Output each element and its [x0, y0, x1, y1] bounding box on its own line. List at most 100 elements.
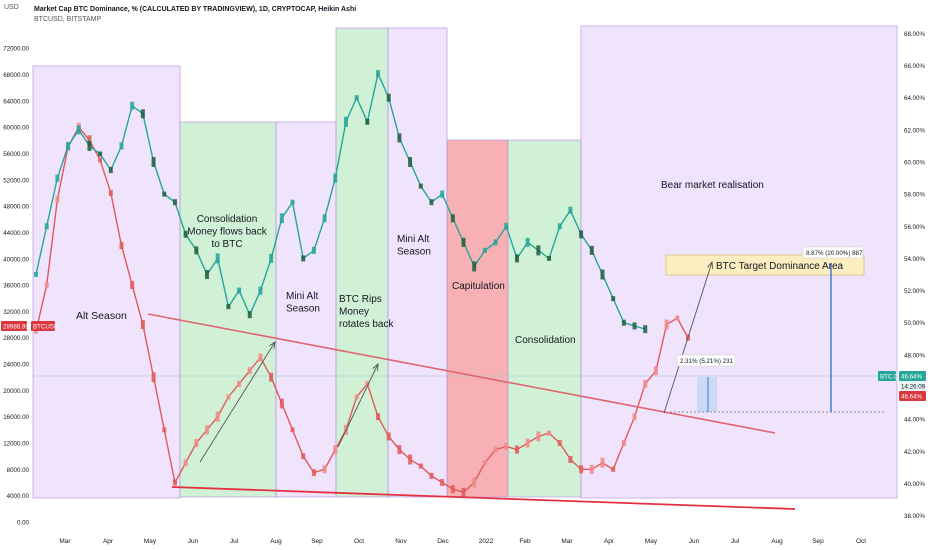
candle	[215, 411, 220, 422]
left-tick-label: 4000.00	[7, 493, 30, 500]
candle	[440, 190, 445, 198]
candle	[376, 70, 381, 78]
candle	[418, 463, 423, 469]
zone-2	[275, 121, 337, 498]
candle	[397, 445, 402, 455]
candle	[461, 487, 466, 497]
left-tick-label: 44000.00	[3, 230, 29, 237]
candle	[589, 245, 594, 255]
candle	[482, 247, 487, 253]
candle	[322, 214, 327, 223]
candle	[322, 465, 327, 474]
candle	[376, 413, 381, 421]
candle	[482, 460, 487, 466]
btcusd-series	[34, 122, 690, 497]
right-tick-label: 58.00%	[904, 192, 925, 199]
arrow-0	[199, 341, 276, 463]
tv-logo	[3, 536, 13, 546]
candle	[579, 465, 584, 474]
candle	[151, 372, 156, 383]
candle	[183, 459, 188, 467]
x-tick-label: 2022	[479, 538, 494, 545]
candle	[130, 281, 135, 290]
currency-label: USD	[4, 4, 19, 11]
candle	[269, 372, 274, 382]
candle	[140, 320, 145, 330]
arrow-head-1	[372, 362, 379, 372]
x-tick-label: Sep	[311, 538, 323, 545]
candle	[172, 479, 177, 486]
series-line-1	[35, 71, 646, 330]
right-tick-label: 50.00%	[904, 320, 925, 327]
candle	[237, 287, 242, 294]
zone-4	[387, 27, 448, 498]
candle	[55, 196, 60, 204]
candle	[279, 398, 284, 409]
candle	[557, 440, 562, 447]
label-consolidation-1: to BTC	[211, 239, 242, 250]
candle	[172, 199, 177, 206]
candle	[600, 457, 605, 468]
candle	[461, 237, 466, 247]
left-tick-label: 8000.00	[7, 467, 30, 474]
candle	[600, 269, 605, 280]
label-mini-alt-2: Season	[397, 247, 431, 258]
zone-0	[32, 65, 181, 499]
candle	[525, 438, 530, 448]
candle	[450, 485, 455, 494]
label-mini-alt-1: Mini Alt	[286, 291, 318, 302]
candle	[514, 254, 519, 263]
candle	[87, 135, 92, 146]
label-measure-small: 2.31% (5.21%) 231	[680, 358, 734, 365]
btcd-dup-value-bg	[899, 391, 926, 401]
label-bear-market: Bear market realisation	[661, 180, 764, 191]
candle	[547, 255, 552, 261]
btcd-last-value: 46.64%	[901, 374, 922, 381]
right-tick-label: 54.00%	[904, 256, 925, 263]
candle	[162, 191, 167, 197]
candle	[98, 151, 103, 157]
candle	[194, 439, 199, 448]
candle	[504, 442, 509, 450]
left-tick-label: 0.00	[17, 520, 30, 527]
x-tick-label: Feb	[519, 538, 531, 545]
x-tick-label: Jun	[188, 538, 199, 545]
candle	[162, 427, 167, 433]
x-tick-label: Aug	[270, 538, 282, 545]
candle	[675, 315, 680, 321]
candle	[119, 242, 124, 250]
candle	[183, 230, 188, 238]
left-tick-label: 48000.00	[3, 204, 29, 211]
left-tick-label: 16000.00	[3, 414, 29, 421]
candle	[397, 133, 402, 143]
candle	[301, 453, 306, 460]
candle	[247, 311, 252, 319]
candle	[290, 199, 295, 205]
target-zone	[665, 254, 865, 276]
x-tick-label: Jun	[689, 538, 700, 545]
candle	[130, 101, 135, 110]
right-tick-label: 44.00%	[904, 417, 925, 424]
right-tick-label: 68.00%	[904, 31, 925, 38]
label-btc-rips: rotates back	[339, 319, 394, 330]
right-tick-label: 66.00%	[904, 63, 925, 70]
candle	[408, 157, 413, 167]
right-tick-label: 38.00%	[904, 513, 925, 520]
right-tick-label: 40.00%	[904, 481, 925, 488]
candle	[386, 93, 391, 102]
candle	[547, 430, 552, 436]
left-tick-label: 36000.00	[3, 283, 29, 290]
right-tick-label: 52.00%	[904, 288, 925, 295]
candle	[279, 213, 284, 224]
measure-small-box	[697, 377, 717, 412]
x-tick-label: Mar	[561, 538, 573, 545]
btcd-label: BTC.D	[880, 374, 899, 381]
label-btc-rips: BTC Rips	[339, 294, 382, 305]
candle	[643, 379, 648, 388]
x-tick-label: Sep	[812, 538, 824, 545]
candle	[269, 253, 274, 263]
candle	[493, 239, 498, 246]
label-alt-season: Alt Season	[76, 310, 127, 322]
